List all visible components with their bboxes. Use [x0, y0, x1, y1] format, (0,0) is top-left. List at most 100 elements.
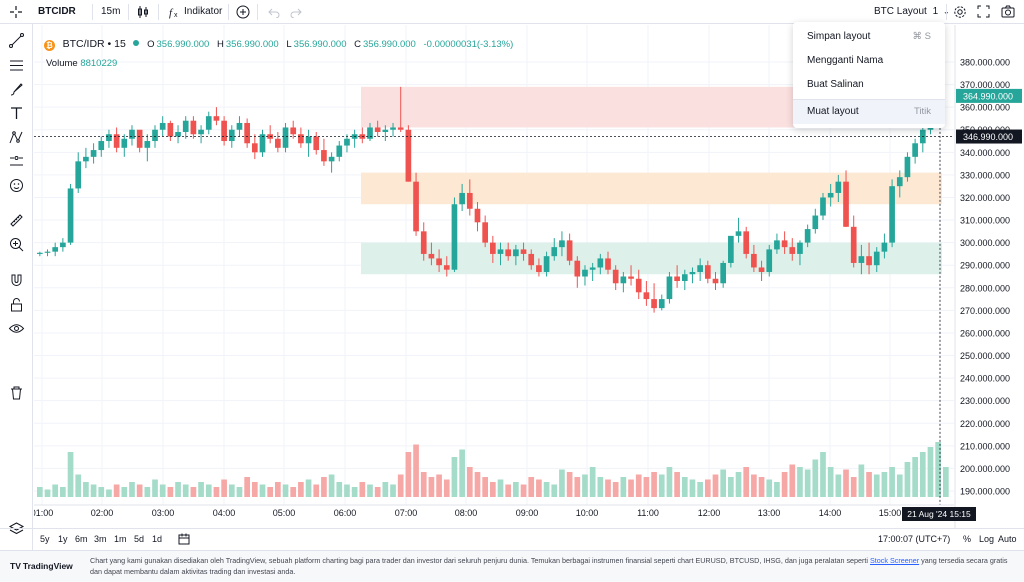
- candle-body: [681, 274, 688, 282]
- lock-drawings-icon[interactable]: [8, 296, 25, 313]
- stock-screener-link[interactable]: Stock Screener: [870, 556, 920, 565]
- range-5d[interactable]: 5d: [134, 534, 145, 544]
- layout-number: 1: [932, 6, 939, 17]
- prediction-icon[interactable]: [8, 153, 25, 170]
- parallel-channel-icon[interactable]: [8, 57, 25, 74]
- clock-timezone[interactable]: 17:00:07 (UTC+7): [878, 534, 951, 544]
- candle-body: [37, 252, 43, 254]
- volume-bar: [106, 489, 112, 497]
- candle-style-icon[interactable]: [136, 0, 150, 24]
- candle-body: [52, 247, 59, 252]
- settings-gear-icon[interactable]: [953, 0, 967, 24]
- candle-body: [528, 253, 535, 266]
- interval-selector[interactable]: 15m: [101, 6, 121, 17]
- volume-label[interactable]: Volume: [46, 58, 78, 69]
- candle-body: [436, 258, 442, 266]
- undo-icon[interactable]: [268, 0, 280, 24]
- time-tick-label: 14:00: [819, 508, 842, 518]
- volume-bar: [44, 489, 51, 497]
- fullscreen-icon[interactable]: [977, 0, 990, 24]
- range-1y[interactable]: 1y: [58, 534, 68, 544]
- tradingview-logo[interactable]: TV TradingView: [10, 561, 73, 571]
- candle-body: [413, 181, 419, 232]
- menu-item-load-layout[interactable]: Muat layout Titik: [793, 100, 945, 124]
- volume-bar: [543, 482, 550, 497]
- legend-title[interactable]: BTC/IDR • 15: [62, 38, 126, 50]
- candle-body: [152, 129, 158, 142]
- range-3m[interactable]: 3m: [94, 534, 107, 544]
- layout-name[interactable]: BTC Layout 1 ⌄: [874, 0, 950, 24]
- volume-bar: [651, 472, 657, 497]
- time-tick-label: 10:00: [576, 508, 599, 518]
- candle-body: [735, 231, 742, 236]
- candle-body: [290, 127, 297, 135]
- price-tick-label: 310.000.000: [960, 216, 1010, 226]
- trend-line-icon[interactable]: [8, 32, 25, 49]
- auto-scale-toggle[interactable]: Auto: [998, 534, 1017, 544]
- volume-bar: [927, 447, 934, 497]
- volume-bar: [244, 477, 250, 497]
- volume-bar: [60, 487, 66, 497]
- time-tick-label: 04:00: [213, 508, 236, 518]
- price-tick-label: 270.000.000: [960, 306, 1010, 316]
- screenshot-camera-icon[interactable]: [1001, 0, 1015, 24]
- menu-item-save-layout[interactable]: Simpan layout ⌘ S: [793, 25, 945, 49]
- add-compare-icon[interactable]: [236, 0, 250, 24]
- candle-body: [843, 181, 849, 227]
- volume-bar: [275, 482, 281, 497]
- crosshair-price-tag: [956, 129, 1022, 144]
- price-tick-label: 230.000.000: [960, 396, 1010, 406]
- zoom-in-icon[interactable]: [8, 236, 25, 253]
- candle-body: [405, 129, 412, 182]
- eye-visibility-icon[interactable]: [8, 320, 25, 337]
- volume-bar: [858, 464, 865, 497]
- pattern-icon[interactable]: [8, 129, 25, 146]
- volume-bar: [37, 487, 43, 497]
- candle-body: [367, 127, 373, 139]
- candle-body: [144, 141, 151, 148]
- candle-body: [804, 229, 811, 243]
- volume-bar: [820, 452, 826, 497]
- volume-bar: [436, 474, 442, 497]
- candle-body: [459, 192, 465, 205]
- volume-bar: [175, 482, 181, 497]
- candle-body: [321, 150, 327, 162]
- text-tool-icon[interactable]: [8, 105, 25, 122]
- brush-icon[interactable]: [8, 81, 25, 98]
- crosshair-cursor-icon[interactable]: [6, 0, 26, 24]
- range-1m[interactable]: 1m: [114, 534, 127, 544]
- log-toggle[interactable]: Log: [979, 534, 995, 544]
- crosshair-price-label: 346.990.000: [963, 132, 1013, 142]
- candle-body: [858, 256, 865, 263]
- menu-item-make-copy[interactable]: Buat Salinan: [793, 73, 945, 97]
- volume-bar: [697, 482, 703, 497]
- trash-icon[interactable]: [8, 384, 25, 401]
- emoji-icon[interactable]: [8, 177, 25, 194]
- indicators-button[interactable]: Indikator: [184, 6, 223, 17]
- candlestick-chart[interactable]: ResistanceSupport380.000.000370.000.0003…: [34, 25, 1024, 528]
- range-5y[interactable]: 5y: [40, 534, 50, 544]
- chart-pane[interactable]: ResistanceSupport380.000.000370.000.0003…: [34, 25, 1024, 528]
- redo-icon[interactable]: [290, 0, 302, 24]
- menu-item-rename[interactable]: Mengganti Nama: [793, 49, 945, 73]
- volume-legend: Volume 8810229: [46, 58, 117, 69]
- range-1d[interactable]: 1d: [152, 534, 163, 544]
- volume-bar: [443, 479, 450, 497]
- object-tree-icon[interactable]: [8, 521, 25, 538]
- candle-body: [827, 192, 834, 198]
- close-value: 356.990.000: [363, 39, 416, 50]
- go-to-date-icon[interactable]: [178, 529, 191, 549]
- svg-text:f: f: [169, 7, 174, 19]
- percent-toggle[interactable]: %: [963, 534, 972, 544]
- range-6m[interactable]: 6m: [75, 534, 88, 544]
- volume-bar: [605, 479, 611, 497]
- layout-name-label: BTC Layout: [874, 6, 927, 17]
- volume-bar: [351, 487, 358, 497]
- ruler-icon[interactable]: [8, 212, 25, 229]
- symbol-search[interactable]: BTCIDR: [38, 6, 76, 17]
- market-status-dot: [133, 40, 140, 46]
- volume-bar: [904, 462, 911, 497]
- magnet-icon[interactable]: [8, 272, 25, 289]
- candle-body: [190, 120, 197, 135]
